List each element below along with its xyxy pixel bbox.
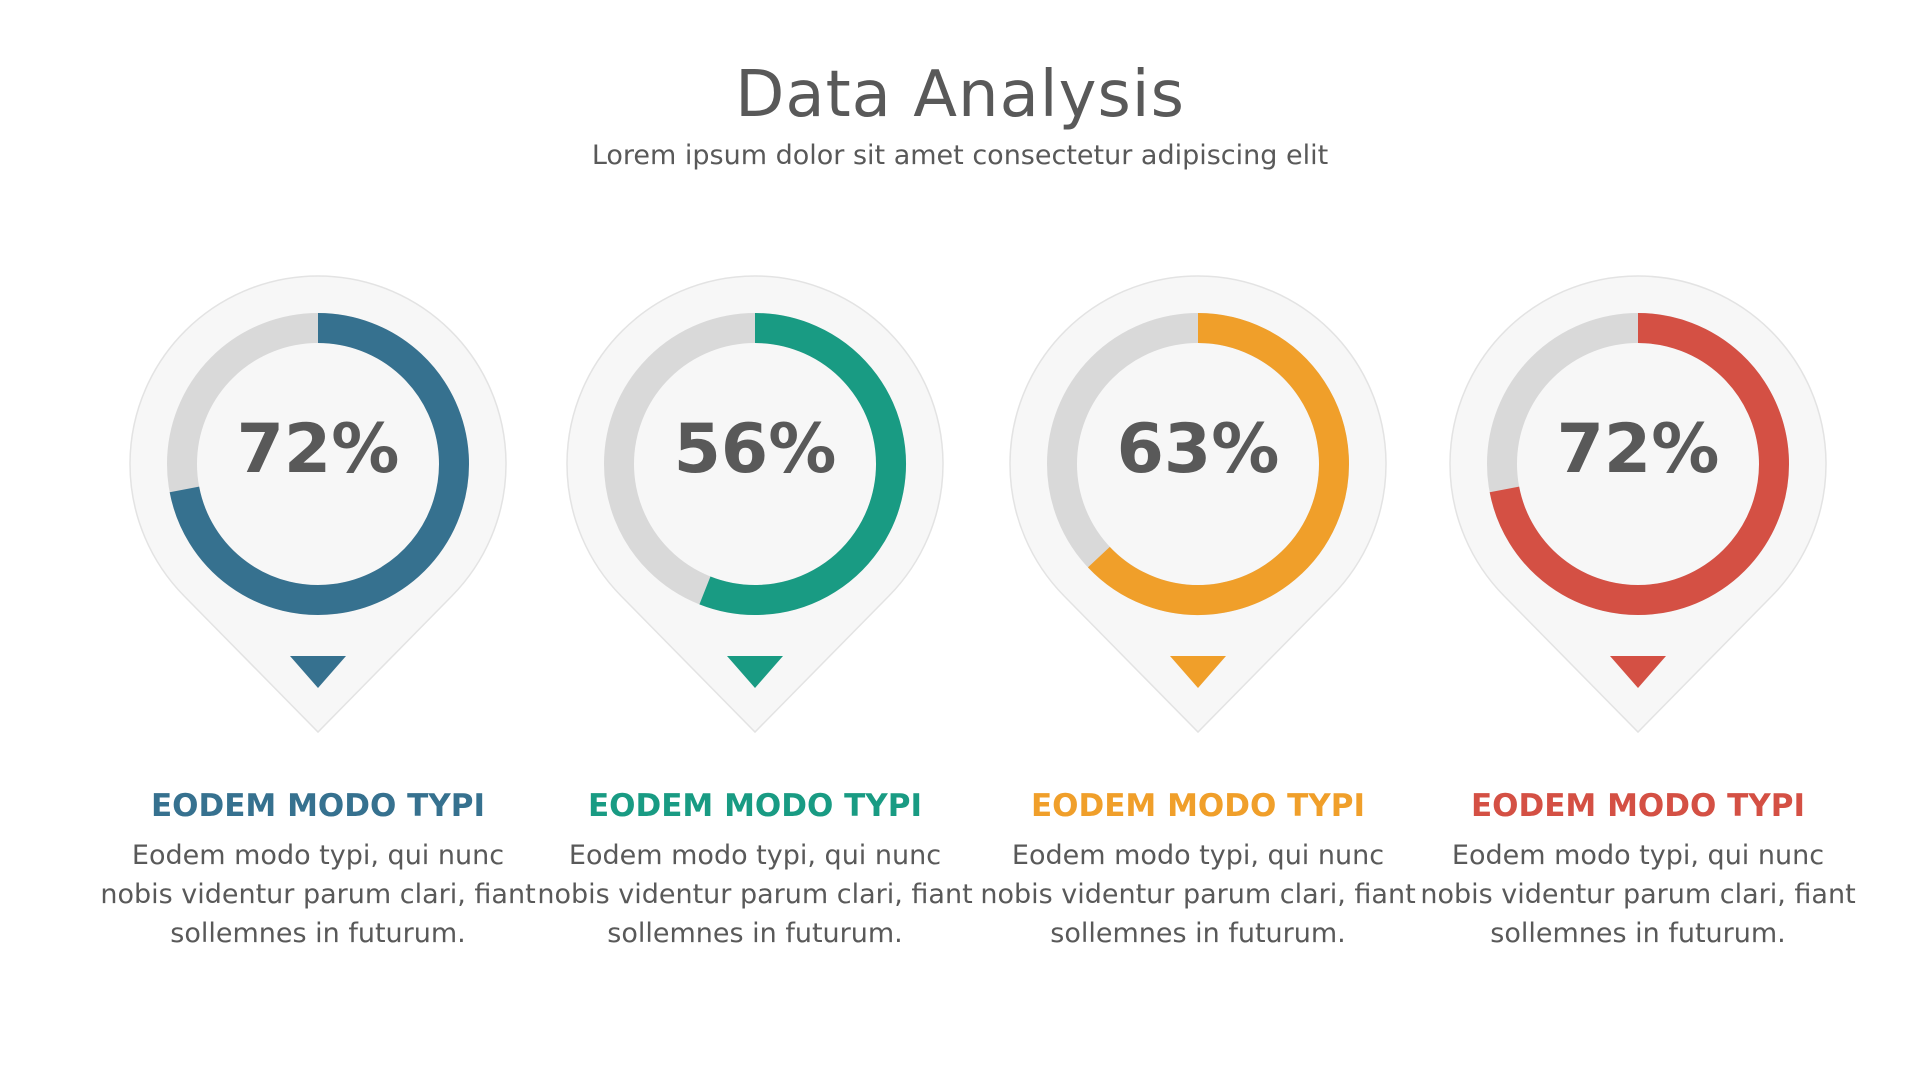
pin-donut-2 bbox=[566, 275, 944, 734]
metric-text-4: Eodem modo typi, qui nunc nobis videntur… bbox=[1420, 840, 1856, 949]
metric-heading-4: EODEM MODO TYPI bbox=[1470, 788, 1805, 824]
metric-card-4: 72% EODEM MODO TYPI Eodem modo typi, qui… bbox=[1420, 272, 1856, 962]
metric-heading-2: EODEM MODO TYPI bbox=[587, 788, 922, 824]
metric-card-1: 72% EODEM MODO TYPI Eodem modo typi, qui… bbox=[100, 272, 536, 962]
donut-arc-4 bbox=[1489, 313, 1789, 615]
metric-heading-3: EODEM MODO TYPI bbox=[1030, 788, 1365, 824]
metric-value-3: 63% bbox=[1116, 410, 1280, 489]
metric-card-2: 56% EODEM MODO TYPI Eodem modo typi, qui… bbox=[537, 272, 973, 962]
pointer-triangle-1 bbox=[290, 656, 346, 688]
metric-text-3: Eodem modo typi, qui nunc nobis videntur… bbox=[980, 840, 1416, 949]
page-title: Data Analysis bbox=[735, 58, 1185, 132]
metric-value-4: 72% bbox=[1556, 410, 1720, 489]
page-subtitle: Lorem ipsum dolor sit amet consectetur a… bbox=[591, 140, 1329, 171]
donut-arc-1 bbox=[169, 313, 469, 615]
donut-arc-2 bbox=[699, 313, 906, 615]
pin-shape-3 bbox=[1009, 275, 1387, 734]
donut-arc-3 bbox=[1087, 313, 1349, 615]
metric-text-2: Eodem modo typi, qui nunc nobis videntur… bbox=[537, 840, 973, 949]
metric-card-3: 63% EODEM MODO TYPI Eodem modo typi, qui… bbox=[980, 272, 1416, 962]
pointer-triangle-4 bbox=[1610, 656, 1666, 688]
metric-heading-1: EODEM MODO TYPI bbox=[150, 788, 485, 824]
pin-donut-1 bbox=[129, 275, 507, 734]
metric-value-2: 56% bbox=[673, 410, 837, 489]
pin-shape-4 bbox=[1449, 275, 1827, 734]
pin-donut-3 bbox=[1009, 275, 1387, 734]
pin-donut-4 bbox=[1449, 275, 1827, 734]
pin-shape-2 bbox=[566, 275, 944, 734]
pointer-triangle-2 bbox=[727, 656, 783, 688]
pin-shape-1 bbox=[129, 275, 507, 734]
pointer-triangle-3 bbox=[1170, 656, 1226, 688]
metric-value-1: 72% bbox=[236, 410, 400, 489]
metric-text-1: Eodem modo typi, qui nunc nobis videntur… bbox=[100, 840, 536, 949]
